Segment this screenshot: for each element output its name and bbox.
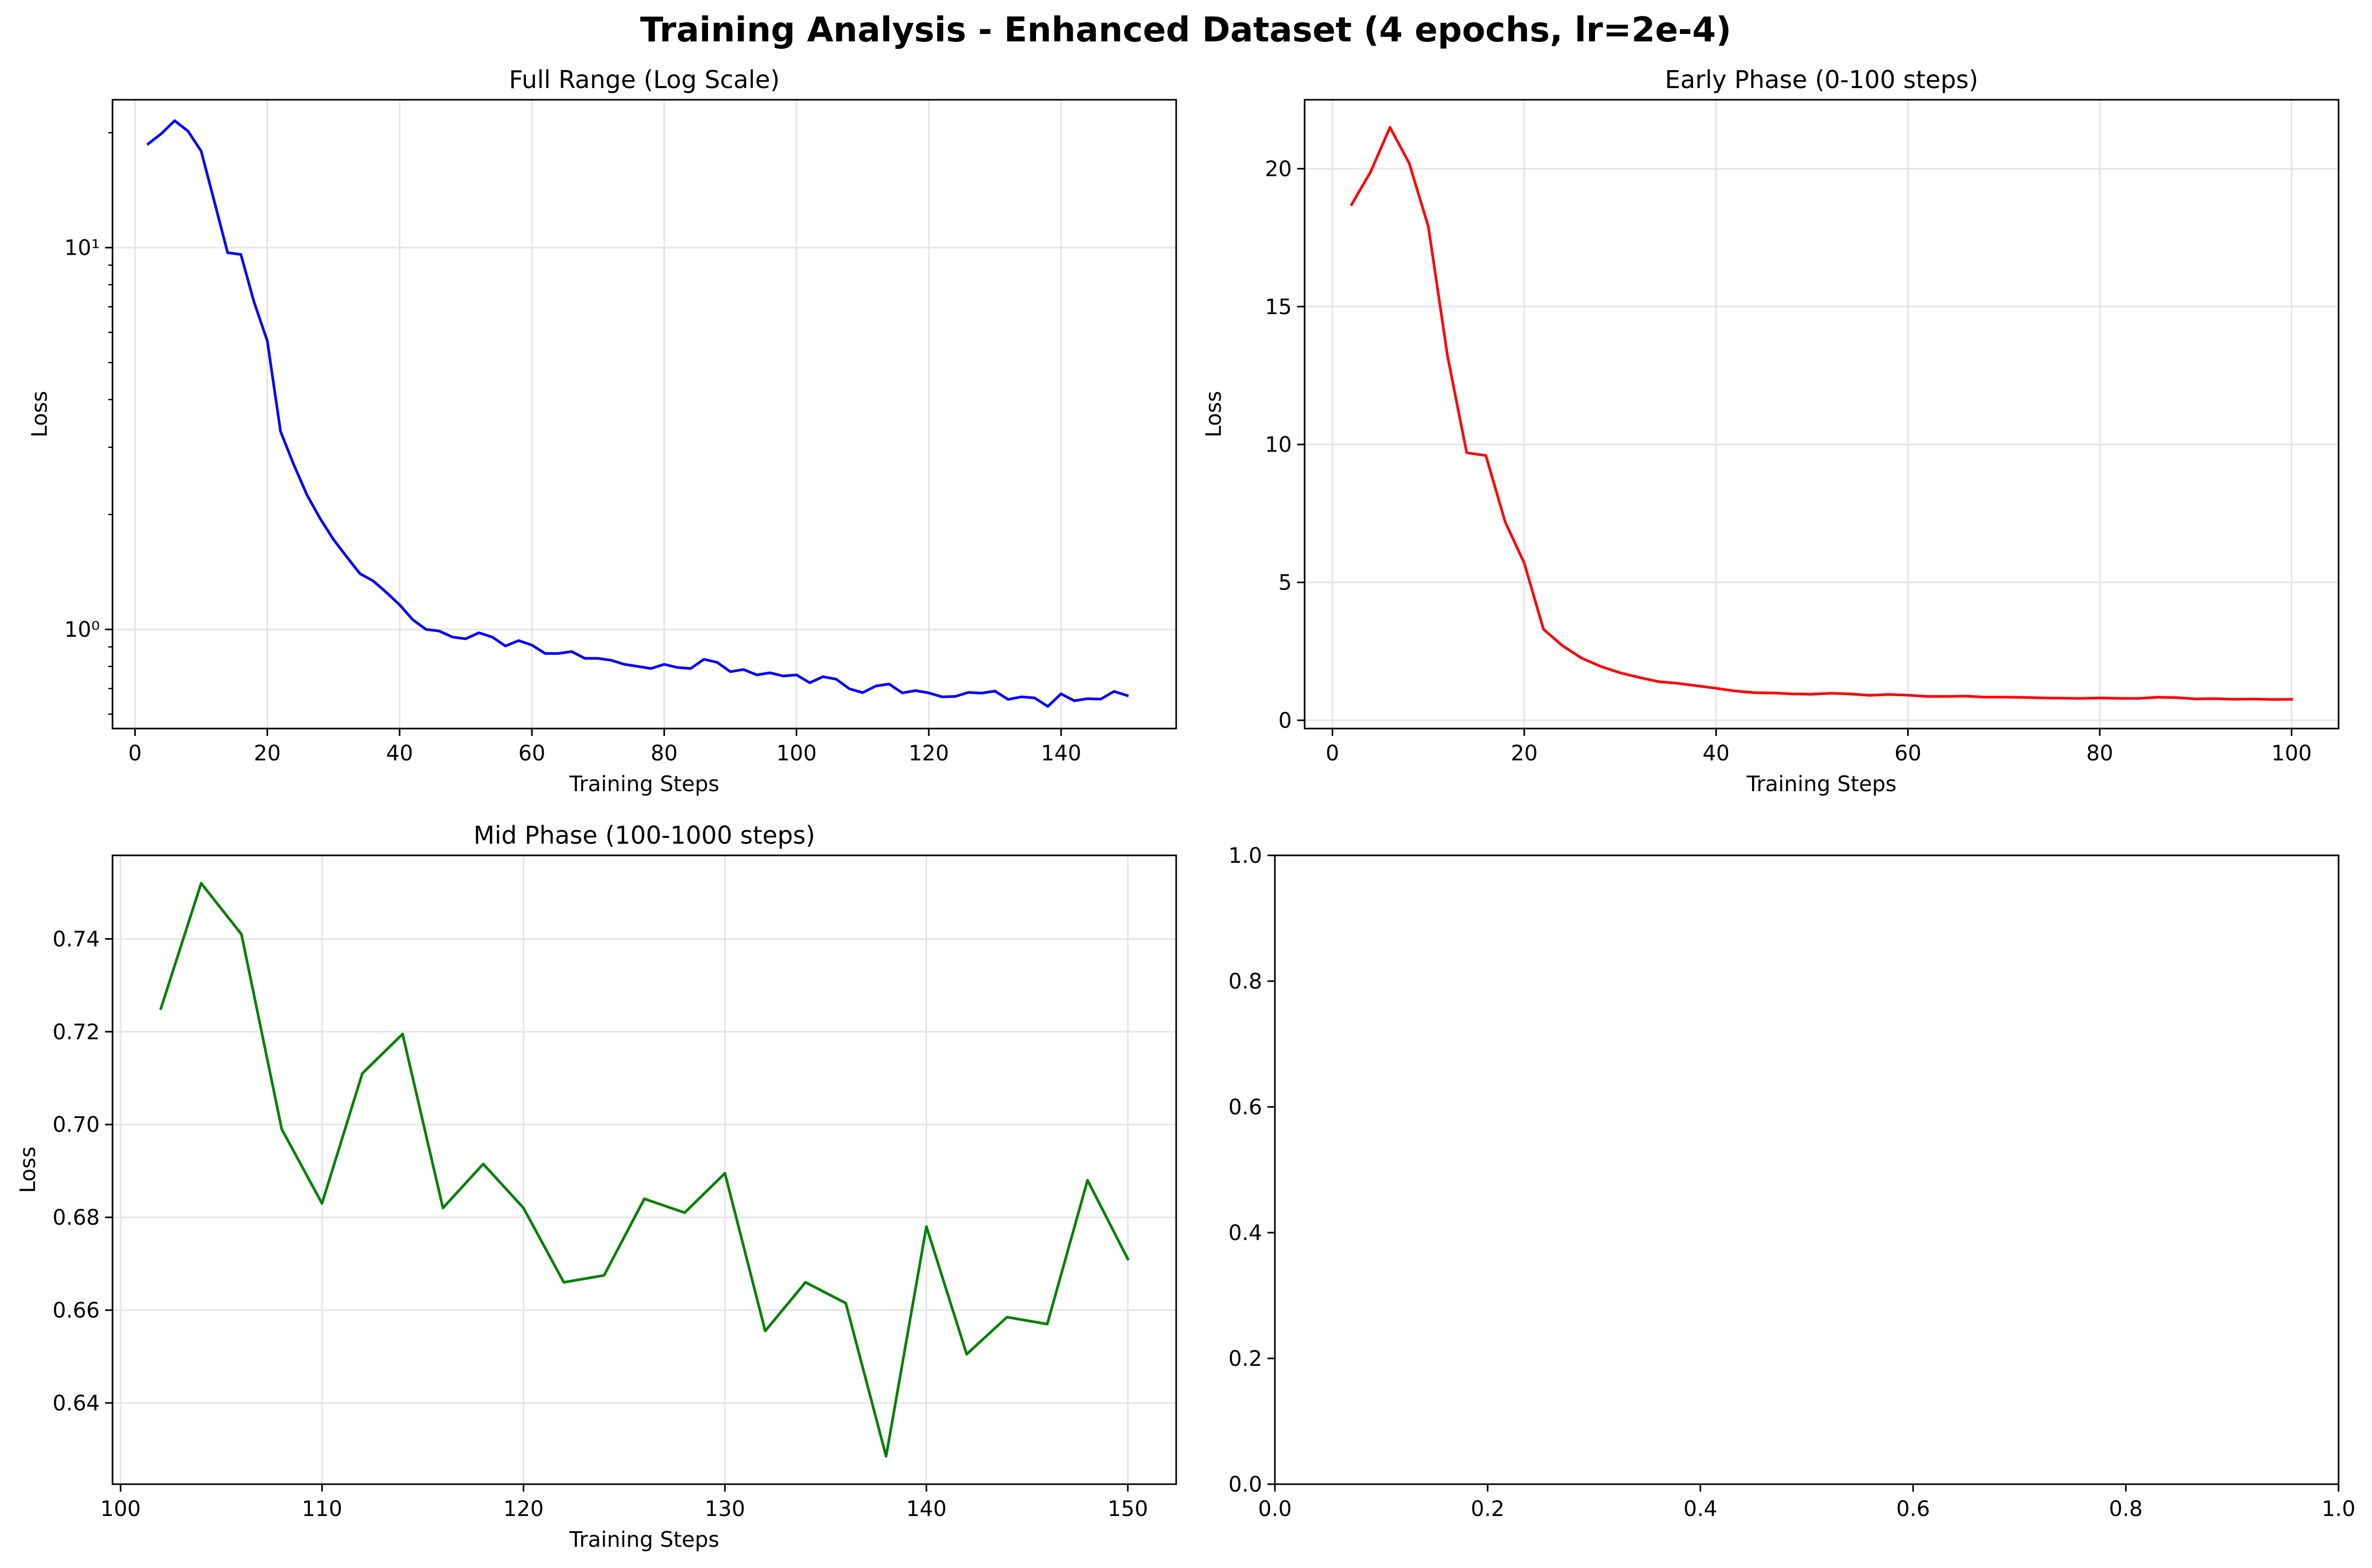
x-tick-label: 120 <box>909 741 949 766</box>
x-tick-label: 20 <box>1511 741 1538 766</box>
x-tick-label: 0 <box>128 741 142 766</box>
x-tick-label: 110 <box>302 1497 342 1521</box>
chart-panel-4: 0.0 0.2 0.4 0.6 0.8 1.0 0.0 0.2 0.4 0.6 0.8 1.0 <box>1228 844 2355 1521</box>
chart-title: Full Range (Log Scale) <box>509 65 780 94</box>
y-tick-label: 5 <box>1279 571 1292 595</box>
chart-panel-3: 100 110 120 130 140 150 0.64 0.66 0.68 0.70 0.72 0.… <box>16 821 1177 1552</box>
x-tick-label: 0.2 <box>1471 1497 1505 1521</box>
chart-title: Mid Phase (100-1000 steps) <box>473 821 815 850</box>
y-tick-label: 0.0 <box>1228 1472 1262 1497</box>
chart-panel-1: 0 20 40 60 80 100 120 140 10⁰ 10¹ Full Range (Log … <box>28 65 1177 796</box>
axes-frame <box>1304 99 2340 730</box>
x-tick-label: 80 <box>651 741 678 766</box>
y-tick-label: 0.68 <box>53 1206 100 1230</box>
y-tick-label: 0.74 <box>53 927 100 951</box>
x-tick-label: 60 <box>519 741 546 766</box>
axes-frame <box>1274 854 2340 1485</box>
series-line-1 <box>146 119 1129 708</box>
series-line-1 <box>1350 126 2293 701</box>
y-tick-label: 0.64 <box>53 1391 100 1416</box>
x-tick-label: 0 <box>1326 741 1339 766</box>
x-tick-label: 40 <box>1703 741 1730 766</box>
axes-frame <box>111 854 1177 1485</box>
y-tick-label: 0.72 <box>53 1020 100 1044</box>
axes-frame <box>111 99 1177 730</box>
y-tick-label: 0.70 <box>53 1113 100 1137</box>
x-tick-label: 60 <box>1894 741 1921 766</box>
x-tick-label: 150 <box>1108 1497 1148 1521</box>
y-axis-label: Loss <box>1202 391 1226 438</box>
x-tick-label: 100 <box>2271 741 2311 766</box>
x-tick-label: 40 <box>386 741 413 766</box>
series-line-1 <box>159 882 1130 1458</box>
y-tick-label: 0.4 <box>1228 1221 1262 1245</box>
y-tick-label: 0.66 <box>53 1298 100 1323</box>
x-tick-label: 1.0 <box>2322 1497 2356 1521</box>
y-tick-label: 0.6 <box>1228 1095 1262 1120</box>
x-tick-label: 0.6 <box>1896 1497 1930 1521</box>
y-tick-label: 15 <box>1265 295 1292 319</box>
x-tick-label: 120 <box>503 1497 544 1521</box>
x-tick-label: 100 <box>776 741 816 766</box>
y-tick-label: 0.2 <box>1228 1347 1262 1371</box>
x-tick-label: 20 <box>254 741 281 766</box>
chart-panel-2: 0 20 40 60 80 100 0 5 10 15 20 Early Phase (0-100 s… <box>1202 65 2340 796</box>
x-tick-label: 0.8 <box>2109 1497 2143 1521</box>
y-tick-label: 10⁰ <box>64 618 100 642</box>
x-tick-label: 100 <box>100 1497 141 1521</box>
y-tick-label: 20 <box>1265 157 1292 181</box>
x-tick-label: 0.4 <box>1684 1497 1718 1521</box>
y-tick-label: 10 <box>1265 433 1292 457</box>
x-tick-label: 0.0 <box>1258 1497 1292 1521</box>
chart-title: Early Phase (0-100 steps) <box>1665 65 1978 94</box>
x-tick-label: 140 <box>906 1497 946 1521</box>
x-tick-label: 80 <box>2086 741 2114 766</box>
y-tick-label: 0.8 <box>1228 969 1262 994</box>
y-tick-label: 0 <box>1279 708 1292 733</box>
x-tick-label: 130 <box>705 1497 745 1521</box>
figure-title: Training Analysis - Enhanced Dataset (4 … <box>640 11 1731 50</box>
x-axis-label: Training Steps <box>569 1528 719 1552</box>
y-tick-label: 1.0 <box>1228 844 1262 868</box>
x-axis-label: Training Steps <box>1746 772 1896 796</box>
y-axis-label: Loss <box>16 1147 40 1193</box>
y-tick-label: 10¹ <box>64 236 100 261</box>
x-tick-label: 140 <box>1041 741 1081 766</box>
x-axis-label: Training Steps <box>569 772 719 796</box>
y-axis-label: Loss <box>28 391 52 438</box>
